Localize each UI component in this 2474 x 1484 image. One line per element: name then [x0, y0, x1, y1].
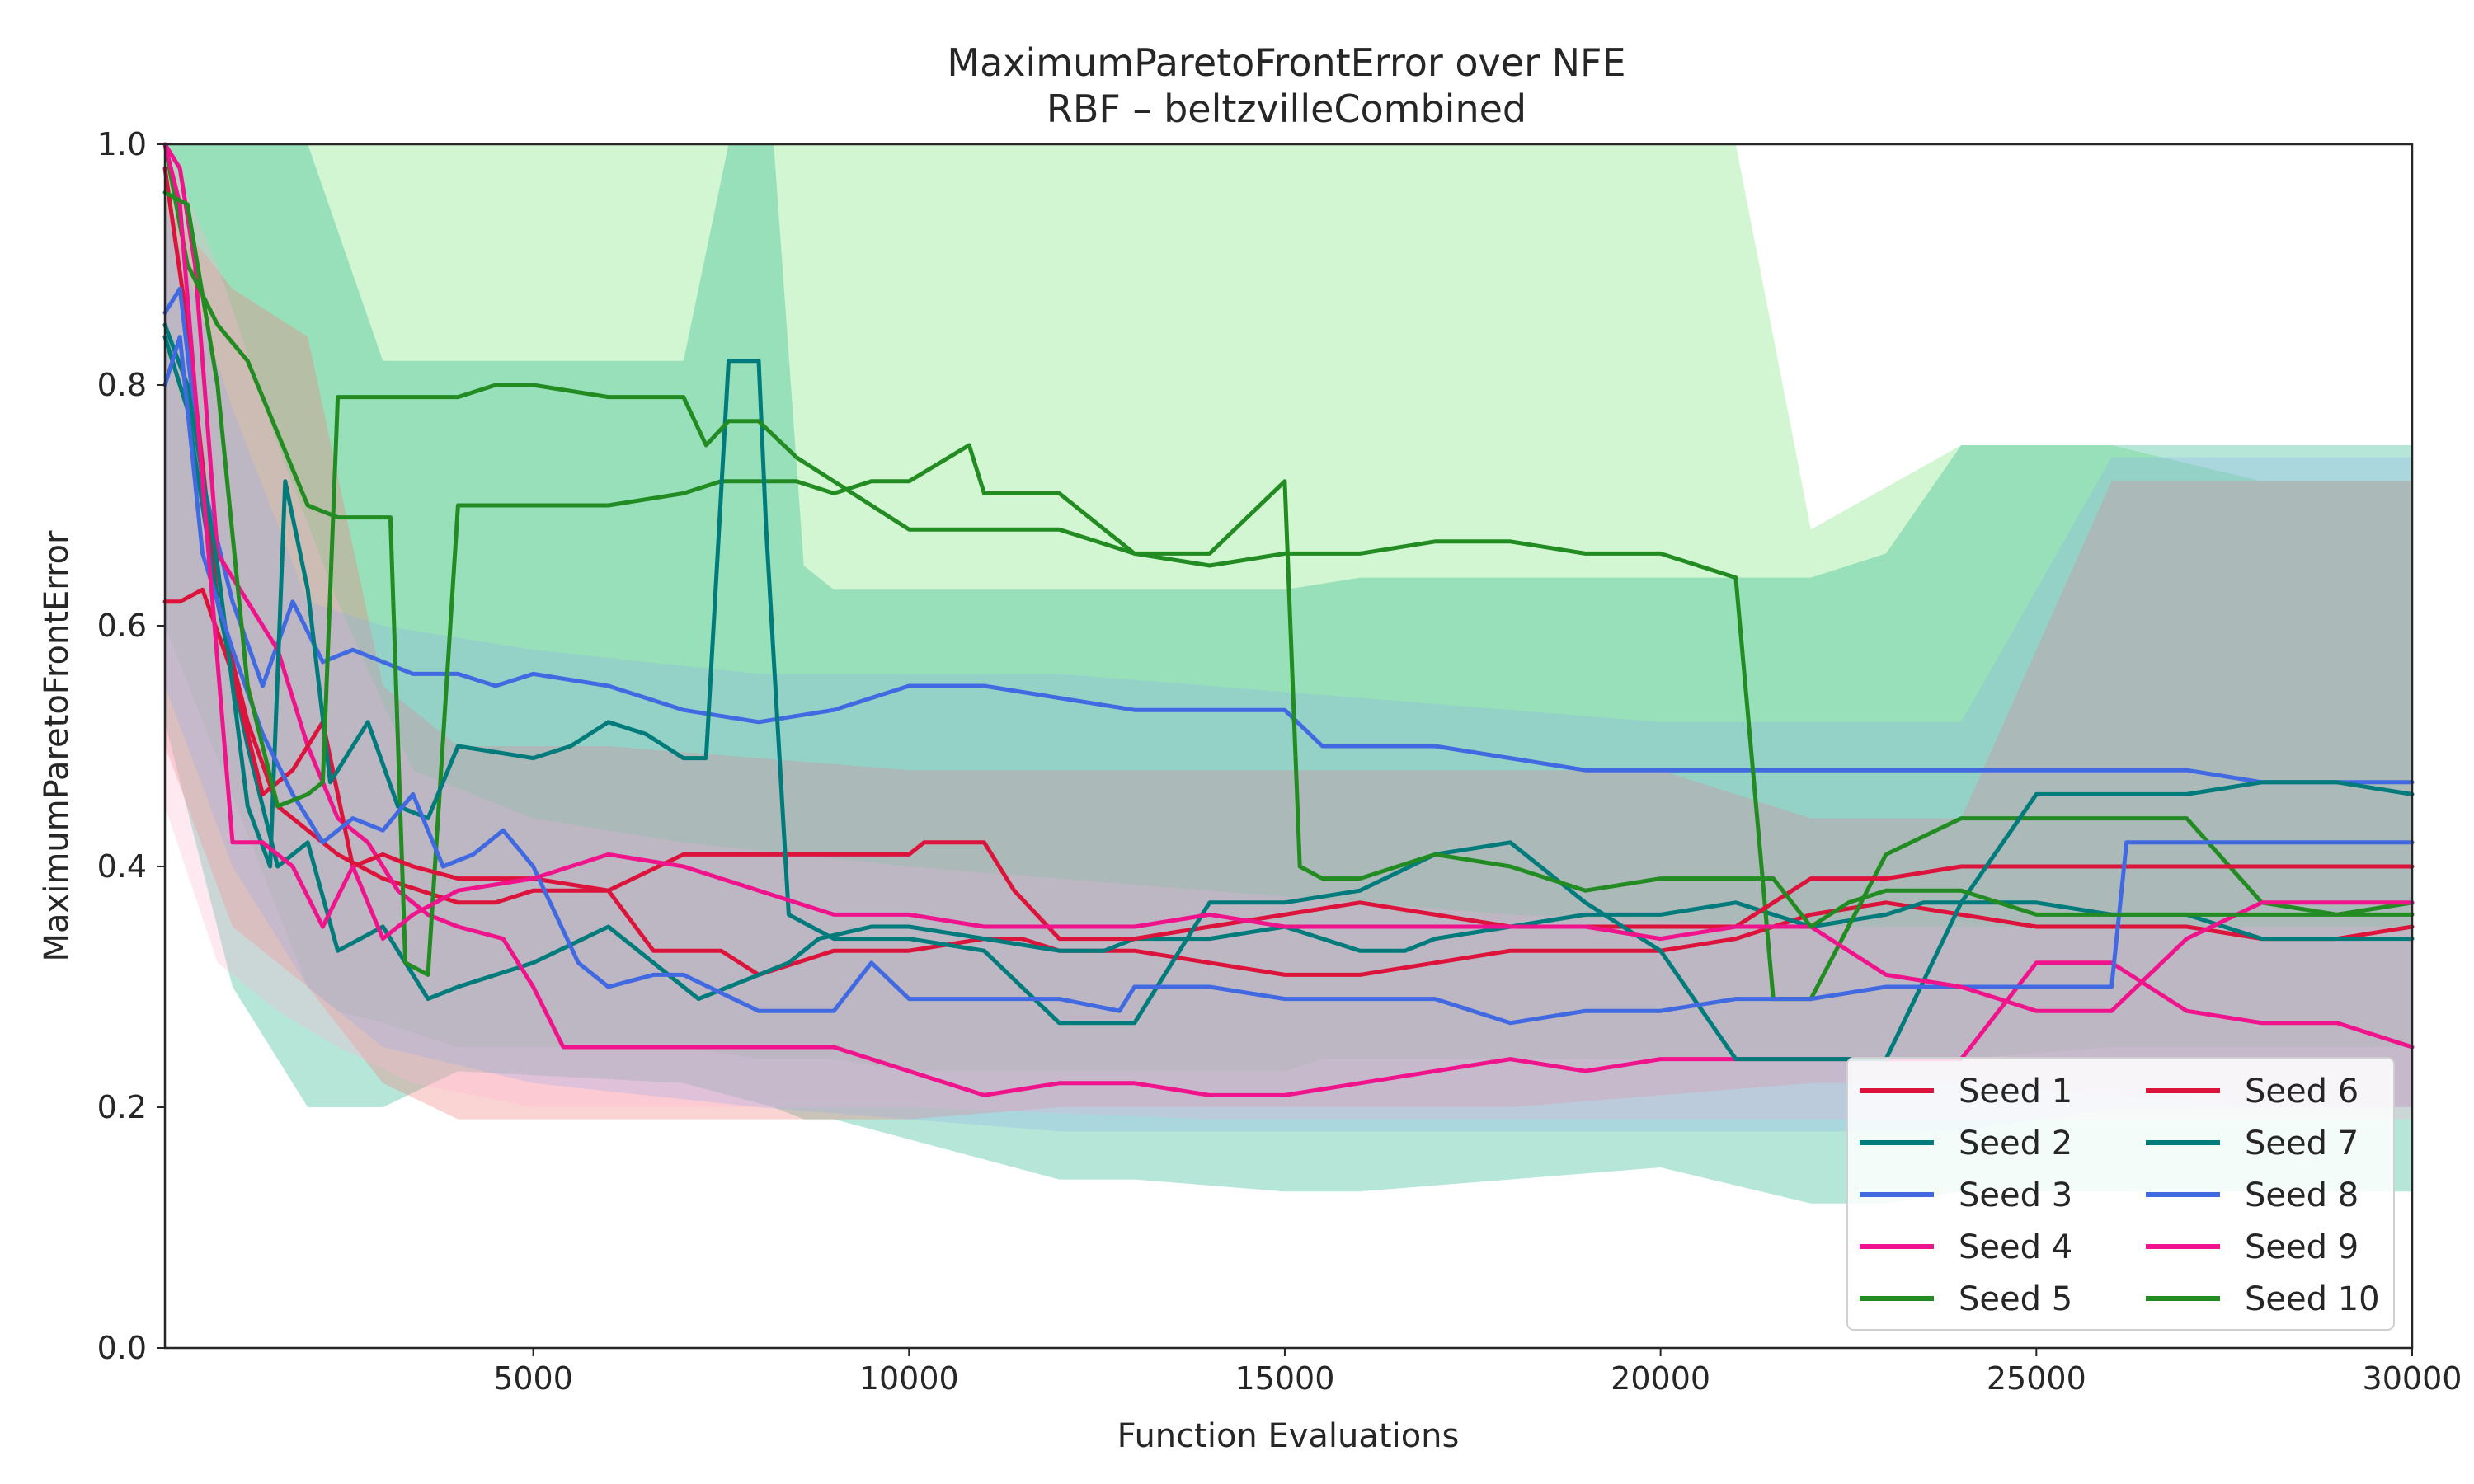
y-axis-ticks: 0.0 0.2 0.4 0.6 0.8 1.0 — [97, 126, 165, 1366]
legend-label: Seed 8 — [2245, 1176, 2359, 1214]
band-5 — [165, 204, 2412, 1132]
series-line-seed-10 — [162, 190, 2415, 929]
y-tick-label: 0.4 — [97, 848, 147, 885]
y-tick-label: 0.6 — [97, 608, 147, 644]
x-axis-ticks: 5000 10000 15000 20000 25000 30000 — [493, 1348, 2462, 1397]
legend-label: Seed 3 — [1959, 1176, 2072, 1214]
x-tick-label: 30000 — [2363, 1360, 2462, 1397]
legend-label: Seed 9 — [2245, 1228, 2359, 1266]
legend-label: Seed 10 — [2245, 1280, 2380, 1318]
x-tick-label: 5000 — [493, 1360, 573, 1397]
legend-box — [1846, 1057, 2395, 1331]
legend-label: Seed 2 — [1959, 1125, 2072, 1162]
y-axis-label: MaximumParetoFrontError — [38, 530, 76, 961]
x-tick-label: 20000 — [1611, 1360, 1710, 1397]
x-axis-label: Function Evaluations — [1117, 1417, 1460, 1455]
legend-label: Seed 4 — [1959, 1228, 2072, 1266]
y-tick-label: 1.0 — [97, 126, 147, 162]
legend-label: Seed 6 — [2245, 1073, 2359, 1111]
series-line-seed-9 — [162, 142, 2415, 1013]
x-tick-label: 25000 — [1987, 1360, 2086, 1397]
legend-label: Seed 5 — [1959, 1280, 2072, 1318]
band-3 — [165, 204, 2412, 1120]
legend-label: Seed 7 — [2245, 1125, 2359, 1162]
x-tick-label: 15000 — [1235, 1360, 1334, 1397]
legend-label: Seed 1 — [1959, 1073, 2072, 1111]
series-line-seed-6 — [162, 587, 2415, 942]
series-line-seed-3 — [162, 286, 2415, 785]
band-4 — [165, 144, 2412, 1120]
y-tick-label: 0.2 — [97, 1089, 147, 1125]
plot-frame — [163, 143, 2414, 1350]
series-line-seed-5 — [162, 142, 2415, 1002]
series-line-seed-2 — [162, 335, 2415, 1002]
y-tick-label: 0.8 — [97, 367, 147, 403]
legend: Seed 1 Seed 2 Seed 3 Seed 4 Seed 5 Seed 6 Seed… — [1846, 1057, 2395, 1331]
chart-title: MaximumParetoFrontError over NFE — [947, 40, 1625, 85]
chart-subtitle: RBF – beltzvilleCombined — [1047, 87, 1526, 131]
x-tick-label: 10000 — [859, 1360, 959, 1397]
y-tick-label: 0.0 — [97, 1330, 147, 1366]
